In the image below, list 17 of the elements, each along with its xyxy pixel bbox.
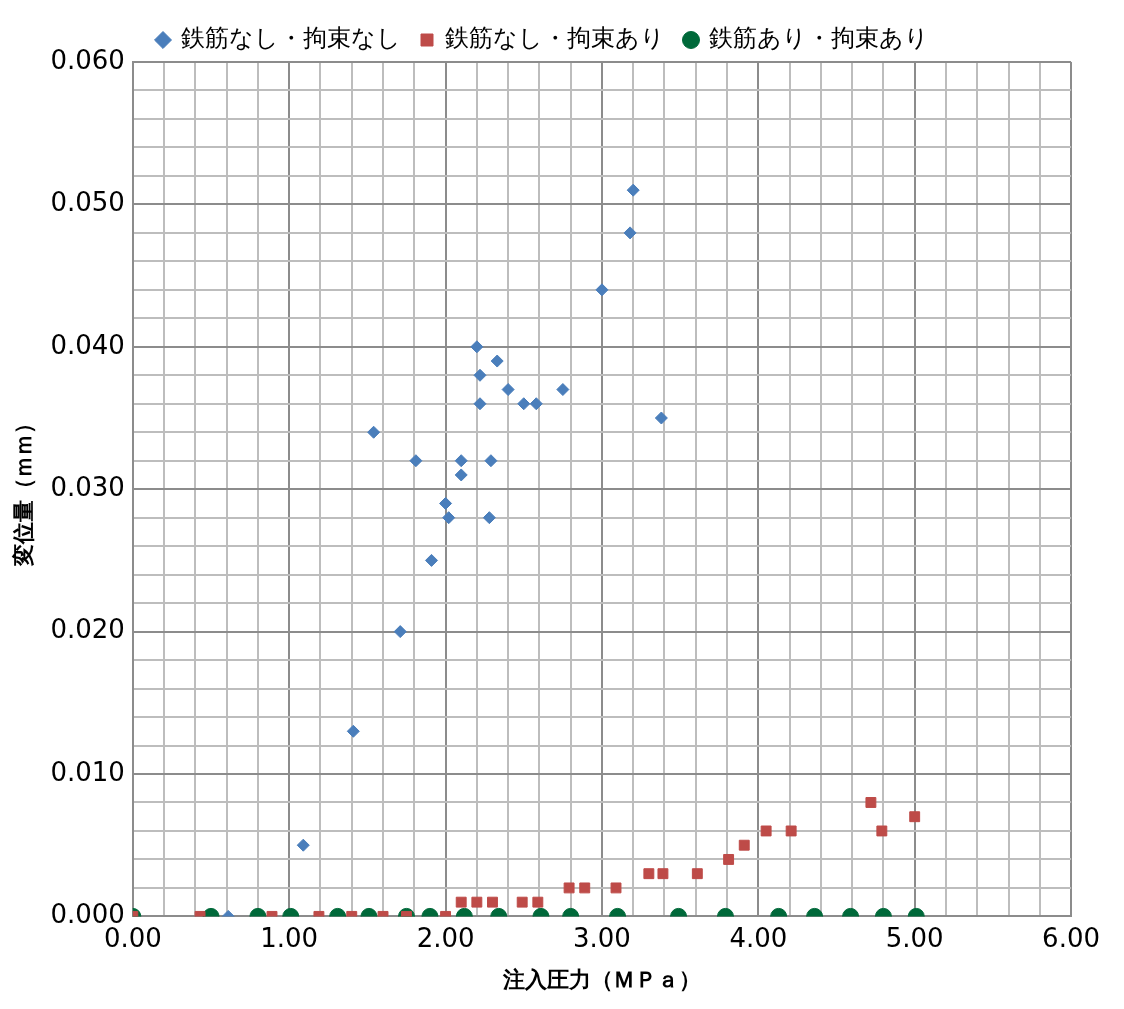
y-tick-label: 0.010 bbox=[50, 756, 125, 787]
x-tick-label: 5.00 bbox=[885, 922, 944, 953]
x-tick-label: 4.00 bbox=[729, 922, 788, 953]
x-tick-label: 1.00 bbox=[260, 922, 319, 953]
x-tick-label: 3.00 bbox=[573, 922, 631, 953]
y-tick-label: 0.030 bbox=[50, 471, 125, 502]
y-tick-label: 0.050 bbox=[50, 187, 125, 218]
legend-label: 鉄筋なし・拘束あり bbox=[445, 24, 665, 53]
y-axis-title: 変位量（ｍｍ） bbox=[10, 412, 36, 568]
legend-label: 鉄筋なし・拘束なし bbox=[181, 24, 401, 53]
y-tick-label: 0.040 bbox=[50, 329, 125, 360]
legend-label: 鉄筋あり・拘束あり bbox=[709, 24, 929, 53]
x-axis-title: 注入圧力（ＭＰａ） bbox=[501, 966, 701, 992]
x-tick-label: 6.00 bbox=[1042, 922, 1100, 953]
y-tick-label: 0.020 bbox=[50, 614, 125, 645]
x-tick-label: 2.00 bbox=[416, 922, 475, 953]
y-tick-label: 0.060 bbox=[50, 44, 125, 75]
